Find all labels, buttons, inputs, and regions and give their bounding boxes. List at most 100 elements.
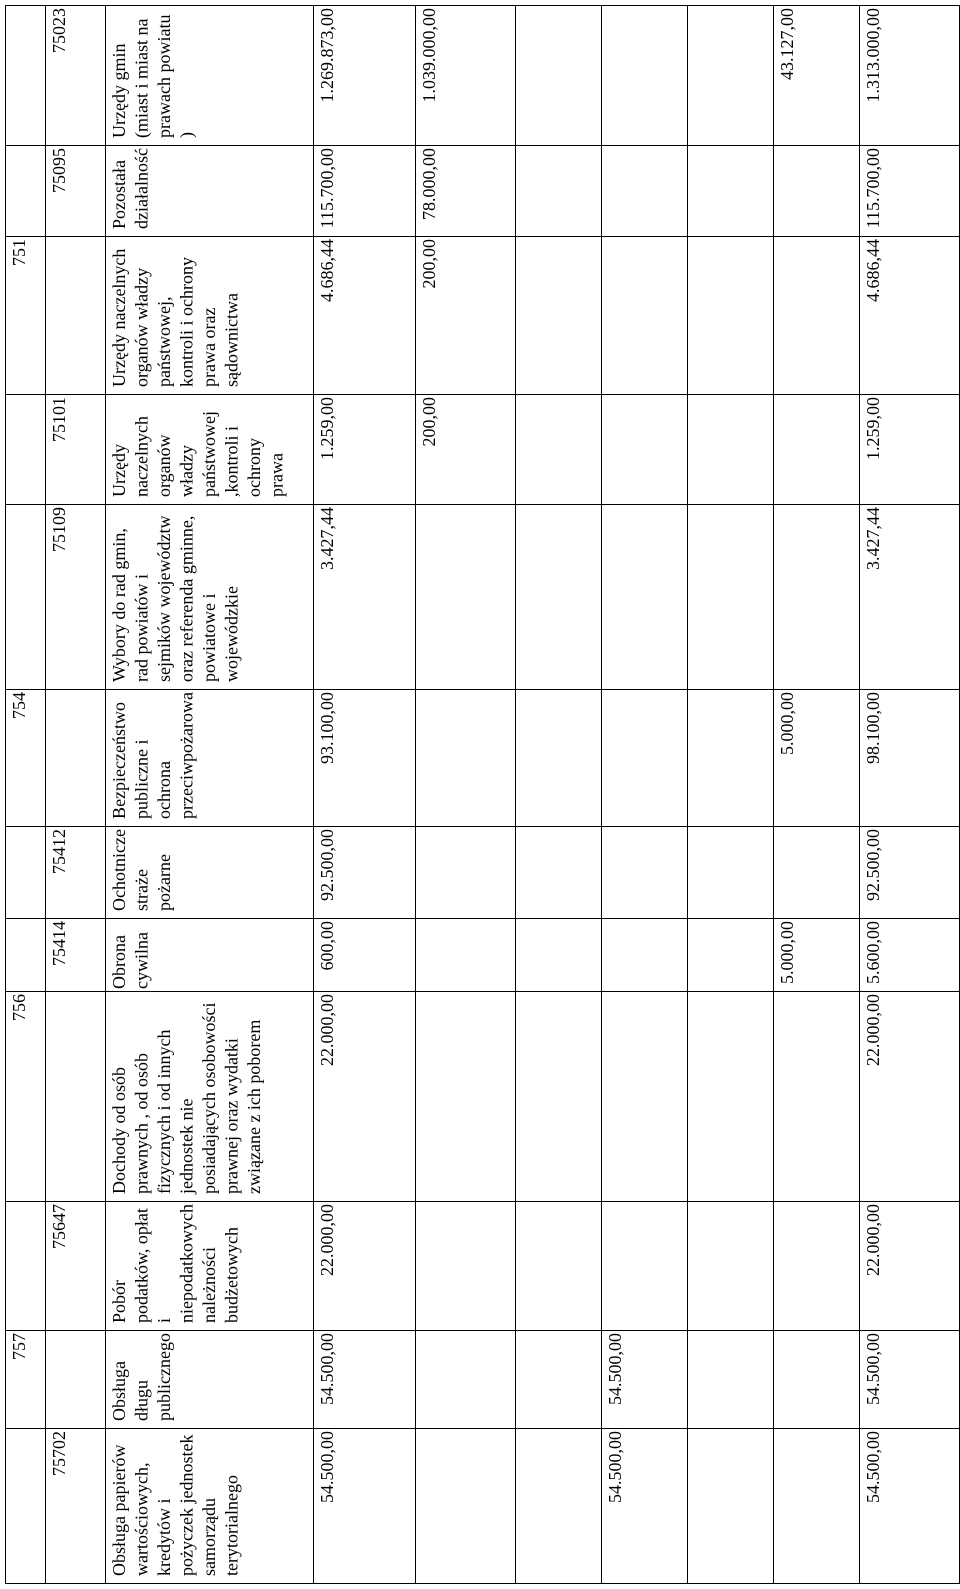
value: 78.000,00	[418, 148, 440, 220]
value: 3.427,44	[862, 507, 885, 570]
cell-c1: 75702	[46, 1428, 106, 1583]
cell-c6	[602, 826, 688, 918]
cell-c6	[602, 236, 688, 394]
cell-c8	[774, 1201, 860, 1330]
cell-c0	[6, 1428, 46, 1583]
table-row: 757Obsługa długu publicznego54.500,0054.…	[6, 1330, 960, 1428]
cell-c9: 54.500,00	[860, 1428, 960, 1583]
value: 22.000,00	[862, 1204, 885, 1276]
cell-c6	[602, 504, 688, 689]
cell-c0	[6, 146, 46, 237]
table-row: 756 Dochody od osób prawnych , od osób fi…	[6, 991, 960, 1201]
value: 75023	[48, 8, 71, 53]
cell-c5	[516, 504, 602, 689]
cell-c0: 751	[6, 236, 46, 394]
value: 4.686,44	[862, 239, 885, 302]
budget-table: 75023 Urzędy gmin (miast i miast na prawa…	[5, 5, 960, 1584]
description: Pobór podatków, opłat i niepodatkowych n…	[108, 1204, 204, 1323]
cell-c6	[602, 146, 688, 237]
table-row: 75023 Urzędy gmin (miast i miast na prawa…	[6, 6, 960, 146]
cell-c3: 92.500,00	[314, 826, 416, 918]
cell-c1	[46, 1330, 106, 1428]
cell-c3: 22.000,00	[314, 1201, 416, 1330]
cell-c7	[688, 1330, 774, 1428]
cell-c7	[688, 6, 774, 146]
description: Dochody od osób prawnych , od osób fizyc…	[108, 994, 266, 1194]
cell-c1	[46, 236, 106, 394]
cell-c3: 54.500,00	[314, 1330, 416, 1428]
cell-c1: 75095	[46, 146, 106, 237]
cell-c6	[602, 1201, 688, 1330]
description: Obsługa długu publicznego	[108, 1333, 132, 1421]
value: 200,00	[418, 239, 441, 289]
cell-c4: 78.000,00	[416, 146, 516, 237]
cell-c8: 43.127,00	[774, 6, 860, 146]
cell-c6	[602, 991, 688, 1201]
cell-c4	[416, 826, 516, 918]
cell-c3: 54.500,00	[314, 1428, 416, 1583]
value: 43.127,00	[776, 8, 799, 80]
value: 5.000,00	[776, 921, 798, 984]
value: 92.500,00	[862, 829, 884, 901]
cell-c6: 54.500,00	[602, 1428, 688, 1583]
cell-c7	[688, 146, 774, 237]
value: 1.259,00	[862, 397, 885, 460]
cell-c7	[688, 918, 774, 991]
cell-c2: Pozostała działalność	[106, 146, 314, 237]
cell-c4	[416, 1201, 516, 1330]
cell-c5	[516, 826, 602, 918]
cell-c8	[774, 236, 860, 394]
cell-c5	[516, 236, 602, 394]
table-row: 75095Pozostała działalność115.700,0078.0…	[6, 146, 960, 237]
value: 54.500,00	[604, 1333, 627, 1405]
value: 98.100,00	[862, 692, 885, 764]
value: 54.500,00	[604, 1431, 627, 1503]
cell-c5	[516, 918, 602, 991]
cell-c2: Obsługa długu publicznego	[106, 1330, 314, 1428]
value: 756	[8, 994, 31, 1021]
cell-c4	[416, 918, 516, 991]
cell-c8: 5.000,00	[774, 689, 860, 826]
cell-c2: Urzędy gmin (miast i miast na prawach po…	[106, 6, 314, 146]
cell-c8	[774, 1330, 860, 1428]
value: 75412	[48, 829, 70, 874]
description: Ochotnicze straże pożarne	[108, 829, 130, 911]
description: Urzędy naczelnych organów władzy państwo…	[108, 239, 243, 387]
table-row: 75101 Urzędy naczelnych organów władzy pa…	[6, 394, 960, 504]
cell-c2: Obsługa papierów wartościowych, kredytów…	[106, 1428, 314, 1583]
value: 1.039.000,00	[418, 8, 441, 103]
table-row: 75414Obrona cywilna600,005.000,005.600,0…	[6, 918, 960, 991]
cell-c1: 75647	[46, 1201, 106, 1330]
cell-c7	[688, 1201, 774, 1330]
cell-c5	[516, 1330, 602, 1428]
description: Urzędy naczelnych organów władzy państwo…	[108, 397, 204, 497]
cell-c5	[516, 6, 602, 146]
cell-c3: 1.259,00	[314, 394, 416, 504]
cell-c4: 200,00	[416, 236, 516, 394]
value: 75101	[48, 397, 71, 442]
cell-c4	[416, 689, 516, 826]
description: Pozostała działalność	[108, 148, 130, 229]
cell-c2: Pobór podatków, opłat i niepodatkowych n…	[106, 1201, 314, 1330]
cell-c9: 1.259,00	[860, 394, 960, 504]
cell-c9: 3.427,44	[860, 504, 960, 689]
cell-c2: Wybory do rad gmin, rad powiatów i sejmi…	[106, 504, 314, 689]
cell-c1: 75101	[46, 394, 106, 504]
description: Obsługa papierów wartościowych, kredytów…	[108, 1431, 243, 1576]
cell-c5	[516, 1428, 602, 1583]
table-row: 75412 Ochotnicze straże pożarne 92.500,00 9…	[6, 826, 960, 918]
cell-c2: Bezpieczeństwo publiczne i ochrona przec…	[106, 689, 314, 826]
cell-c9: 4.686,44	[860, 236, 960, 394]
value: 1.313.000,00	[862, 8, 885, 103]
value: 54.500,00	[862, 1333, 885, 1405]
cell-c4	[416, 991, 516, 1201]
cell-c2: Ochotnicze straże pożarne	[106, 826, 314, 918]
table-row: 751 Urzędy naczelnych organów władzy pańs…	[6, 236, 960, 394]
cell-c2: Urzędy naczelnych organów władzy państwo…	[106, 236, 314, 394]
cell-c9: 22.000,00	[860, 1201, 960, 1330]
cell-c7	[688, 1428, 774, 1583]
value: 200,00	[418, 397, 441, 447]
cell-c4	[416, 504, 516, 689]
value: 93.100,00	[316, 692, 339, 764]
cell-c9: 22.000,00	[860, 991, 960, 1201]
